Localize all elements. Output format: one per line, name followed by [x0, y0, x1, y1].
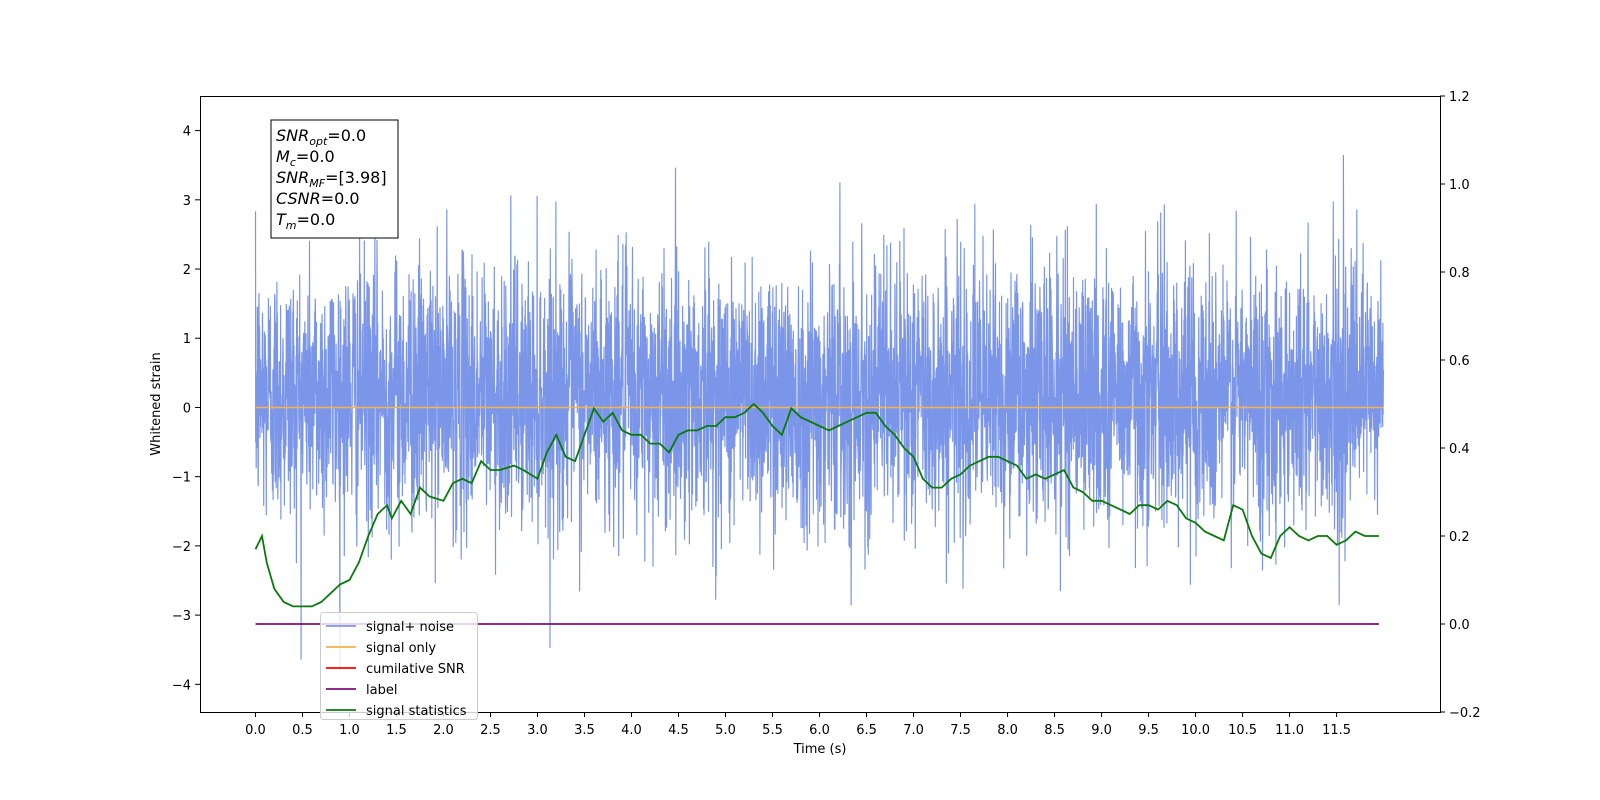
- y-left-tick-label: −1: [172, 471, 191, 486]
- legend-label: signal+ noise: [366, 620, 454, 635]
- info-line: Tm=0.0: [276, 210, 335, 232]
- signal-noise-series: [254, 154, 1385, 670]
- x-tick-label: 2.0: [433, 723, 454, 738]
- x-tick-label: 4.5: [668, 723, 689, 738]
- x-tick-label: 1.0: [339, 723, 360, 738]
- x-tick-label: 7.0: [903, 723, 924, 738]
- legend-label: signal only: [366, 641, 436, 656]
- x-tick-label: 0.0: [245, 723, 266, 738]
- y-left-tick-label: −2: [172, 540, 191, 555]
- x-tick-label: 8.0: [997, 723, 1018, 738]
- x-axis-label: Time (s): [793, 742, 847, 757]
- x-tick-label: 5.5: [762, 723, 783, 738]
- y-right-tick-label: 0.6: [1449, 354, 1470, 369]
- y-right-tick-label: 1.2: [1449, 90, 1470, 105]
- x-tick-label: 7.5: [950, 723, 971, 738]
- x-tick-label: 8.5: [1044, 723, 1065, 738]
- info-line: Mc=0.0: [276, 147, 335, 169]
- x-tick-label: 4.0: [621, 723, 642, 738]
- x-tick-label: 6.5: [856, 723, 877, 738]
- plot-frame: [200, 96, 1441, 713]
- y-left-tick-label: −3: [172, 609, 191, 624]
- y-left-tick-label: 2: [183, 263, 191, 278]
- x-tick-label: 11.5: [1322, 723, 1351, 738]
- y-left-tick-label: 1: [183, 332, 191, 347]
- y-axis-label: Whitened strain: [149, 352, 164, 455]
- x-tick-label: 11.0: [1275, 723, 1304, 738]
- y-right-tick-label: 1.0: [1449, 178, 1470, 193]
- signal-noise-line: [254, 154, 1385, 670]
- legend-label: label: [366, 683, 397, 698]
- signal-statistics-line: [254, 402, 1379, 608]
- x-tick-label: 6.0: [809, 723, 830, 738]
- legend-label: cumilative SNR: [366, 662, 465, 677]
- legend-label: signal statistics: [366, 704, 467, 719]
- y-right-tick-label: 0.8: [1449, 266, 1470, 281]
- x-tick-label: 0.5: [292, 723, 313, 738]
- x-tick-label: 9.5: [1138, 723, 1159, 738]
- x-tick-label: 10.0: [1181, 723, 1210, 738]
- legend: signal+ noise signal only cumilative SNR la…: [320, 612, 478, 720]
- x-tick-label: 2.5: [480, 723, 501, 738]
- x-tick-label: 1.5: [386, 723, 407, 738]
- x-tick-label: 10.5: [1228, 723, 1257, 738]
- y-right-tick-label: 0.2: [1449, 530, 1470, 545]
- y-left-tick-label: 4: [183, 125, 191, 140]
- y-left-tick-label: 3: [183, 194, 191, 209]
- info-line: SNRMF=[3.98]: [276, 168, 387, 190]
- info-line: CSNR=0.0: [276, 189, 360, 208]
- x-tick-label: 9.0: [1091, 723, 1112, 738]
- y-left-tick-label: 0: [183, 401, 191, 416]
- axis-ticks: 0.0 0.5 1.0 1.5 2.0 2.5 3.0 3.5 4.0 4.5 5.0 5.5 6.0 6…: [172, 90, 1481, 738]
- y-right-tick-label: −0.2: [1449, 706, 1481, 721]
- x-tick-label: 5.0: [715, 723, 736, 738]
- x-tick-label: 3.5: [574, 723, 595, 738]
- x-tick-label: 3.0: [527, 723, 548, 738]
- y-right-tick-label: 0.0: [1449, 618, 1470, 633]
- y-left-tick-label: −4: [172, 678, 191, 693]
- info-line: SNRopt=0.0: [276, 126, 366, 148]
- y-right-tick-label: 0.4: [1449, 442, 1470, 457]
